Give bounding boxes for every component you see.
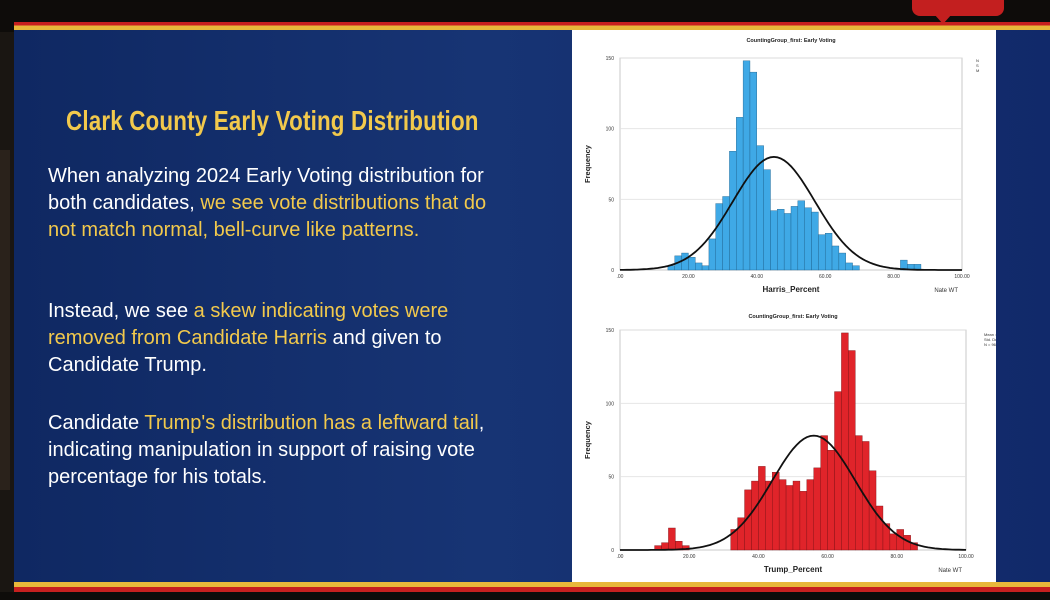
x-tick-label: .00 [617,554,624,560]
paragraph-2-text: Instead, we see [48,300,194,322]
chart-panel: 0 50 100 150.00 20.00 40.00 60.00 80.00 100.00 Co… [572,30,1018,582]
x-tick-label: 100.00 [954,274,970,280]
histogram-bar [729,151,737,271]
histogram-bar [845,262,853,271]
x-tick-label: 60.00 [821,554,834,560]
chart-footer: Nate WT [938,568,962,574]
histogram-bar [855,435,863,551]
top-stripe [14,22,1050,30]
paragraph-2-text-end: and given to Candidate Trump. [48,327,442,376]
x-axis-label: Trump_Percent [764,565,823,574]
y-tick-label: 150 [606,56,615,62]
histogram-bar [910,542,918,551]
x-tick-label: 40.00 [752,554,765,560]
x-tick-label: 20.00 [683,554,696,560]
histogram-bar [708,238,716,271]
paragraph-2: Instead, we see a skew indicating votes … [48,298,518,379]
normal-curve [620,155,962,271]
histogram-bar [742,60,751,271]
histogram-bar [834,391,842,551]
paragraph-1-highlight: we see vote distributions that do not ma… [48,192,487,241]
y-tick-label: 150 [606,328,615,334]
histogram-bar [862,441,870,551]
histogram-bar [820,435,828,551]
stats-label: N = 964 [984,342,996,347]
histogram-bar [770,210,778,271]
paragraph-3-text: Candidate [48,412,145,434]
y-tick-label: 100 [606,127,615,133]
stats-label: N [976,58,979,63]
x-axis-label: Harris_Percent [763,285,820,294]
y-axis-label: Frequency [583,420,592,459]
histogram-bar [758,466,766,551]
histogram-bar [777,209,785,271]
x-tick-label: 80.00 [891,554,904,560]
histogram-bar [896,529,904,551]
histogram-bar [811,211,819,271]
histogram-bar [751,480,759,551]
histogram-bar [875,505,884,551]
y-tick-label: 0 [611,548,614,554]
histogram-bar [785,485,794,551]
histogram-bar [818,234,826,271]
histogram-bar [852,265,860,271]
chart-footer: Nate WT [934,288,958,294]
y-axis-label: Frequency [583,144,592,183]
histogram-bar [783,213,792,271]
x-tick-label: 40.00 [751,274,764,280]
x-tick-label: 80.00 [887,274,900,280]
histogram-bar [799,491,808,551]
paragraph-1: When analyzing 2024 Early Voting distrib… [48,163,518,244]
normal-curve [620,434,967,551]
histogram-bar [804,207,812,271]
histogram-bar [792,480,801,551]
y-tick-label: 50 [608,475,614,481]
histogram-bar [841,332,849,551]
histogram-bar [668,527,676,551]
paragraph-3: Candidate Trump's distribution has a lef… [48,410,518,491]
slide-title: Clark County Early Voting Distribution [66,105,479,136]
stats-label: S [976,63,979,68]
bottom-stripe [14,582,1050,592]
histogram-bar [831,245,840,271]
paragraph-3-text-end: , indicating manipulation in support of … [48,412,485,488]
histogram-bar [695,262,703,271]
x-tick-label: 100.00 [958,554,974,560]
x-tick-label: 20.00 [682,274,695,280]
chart-title: CountingGroup_first: Early Voting [746,38,835,44]
histogram-bar [824,233,833,271]
histogram-bar [848,350,856,551]
histogram-bar [715,203,723,271]
histogram-bar [763,169,771,271]
histogram-bar [889,533,898,551]
chart-title: CountingGroup_first: Early Voting [748,314,837,320]
histogram-bar [681,252,689,271]
paragraph-2-highlight: a skew indicating votes were removed fro… [48,300,449,349]
paragraph-3-highlight: Trump's distribution has a leftward tail [144,412,479,434]
histogram-bar [813,467,821,551]
histogram-bar [797,200,805,271]
histogram-bar [778,479,787,551]
histogram-bar [827,450,835,551]
stats-label: M [976,68,979,73]
bottom-bar [0,592,1050,600]
left-edge [0,150,10,490]
y-tick-label: 50 [608,197,614,203]
histogram-bar [701,265,710,271]
paragraph-1-text: When analyzing 2024 Early Voting distrib… [48,165,484,214]
y-tick-label: 0 [611,268,614,274]
speech-bubble-icon [912,0,1004,24]
histogram-bar [790,206,799,271]
x-tick-label: .00 [617,274,624,280]
histogram-bar [772,472,780,551]
histogram-bar [688,257,696,271]
x-tick-label: 60.00 [819,274,832,280]
histogram-bar [838,252,846,271]
y-tick-label: 100 [606,401,615,407]
histogram-bar [806,479,814,551]
